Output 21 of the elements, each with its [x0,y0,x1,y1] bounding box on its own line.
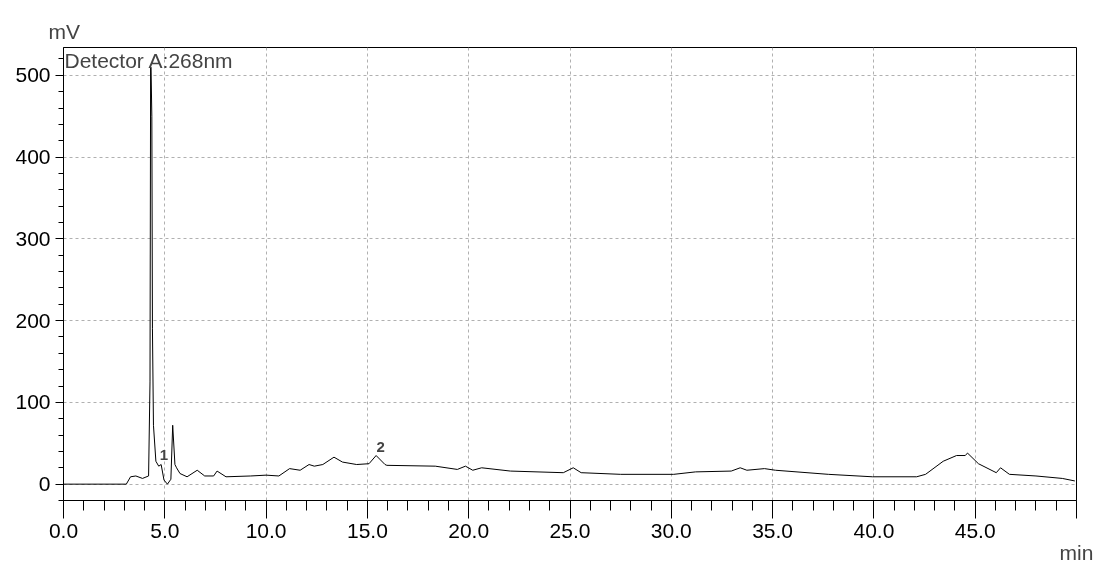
x-tick-label: 30.0 [650,518,692,542]
y-tick-label: 100 [15,390,51,414]
x-tick-label: 15.0 [346,518,388,542]
annotation: 2 [376,437,385,455]
y-tick-label: 0 [38,472,51,496]
x-tick-label: 10.0 [245,518,287,542]
x-axis-title: min [1059,540,1094,564]
x-tick-label: 40.0 [853,518,895,542]
x-tick-label: 35.0 [752,518,794,542]
y-tick-label: 300 [15,226,51,250]
x-tick-label: 25.0 [549,518,591,542]
x-tick-label: 20.0 [448,518,490,542]
annotation: 1 [159,445,169,463]
x-tick-label: 0.0 [48,518,79,542]
y-axis-title: mV [48,19,80,43]
y-tick-label: 500 [15,63,51,87]
x-tick-label: 45.0 [954,518,996,542]
x-tick-label: 5.0 [150,518,180,542]
y-tick-label: 200 [15,308,51,332]
y-tick-label: 400 [15,145,51,169]
annotation: Detector A:268nm [64,48,233,72]
